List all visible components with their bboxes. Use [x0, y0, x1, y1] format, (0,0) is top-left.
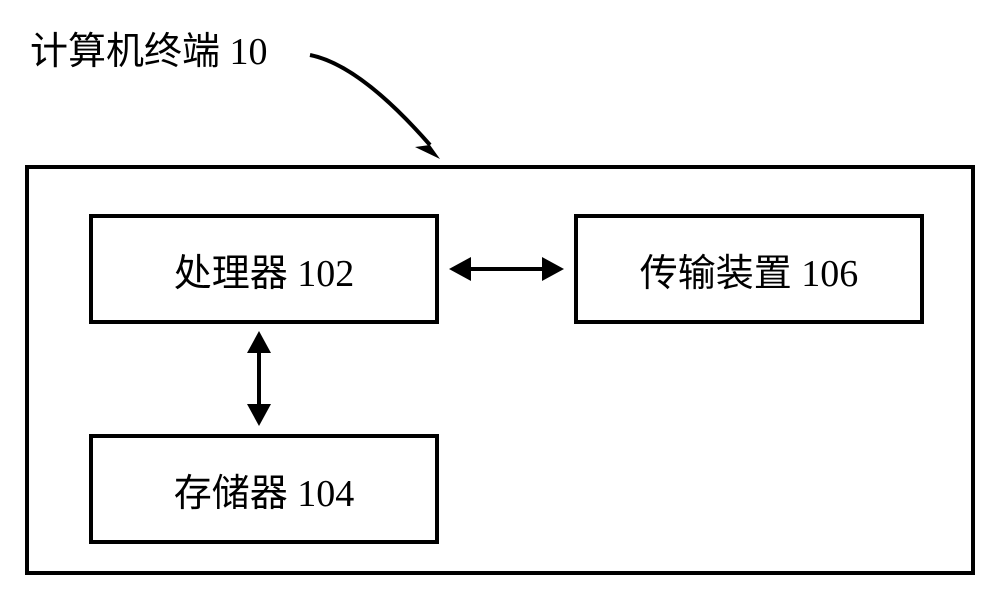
memory-block: 存储器 104 [89, 434, 439, 544]
transmission-label: 传输装置 106 [640, 242, 859, 297]
memory-label: 存储器 104 [174, 462, 355, 517]
outer-container: 处理器 102 传输装置 106 存储器 104 [25, 165, 975, 575]
processor-label: 处理器 102 [174, 242, 355, 297]
arrow-processor-memory [239, 331, 279, 426]
processor-block: 处理器 102 [89, 214, 439, 324]
title-arrow [300, 45, 470, 175]
transmission-block: 传输装置 106 [574, 214, 924, 324]
arrow-processor-transmission [449, 249, 564, 289]
diagram-title: 计算机终端 10 [30, 20, 268, 75]
